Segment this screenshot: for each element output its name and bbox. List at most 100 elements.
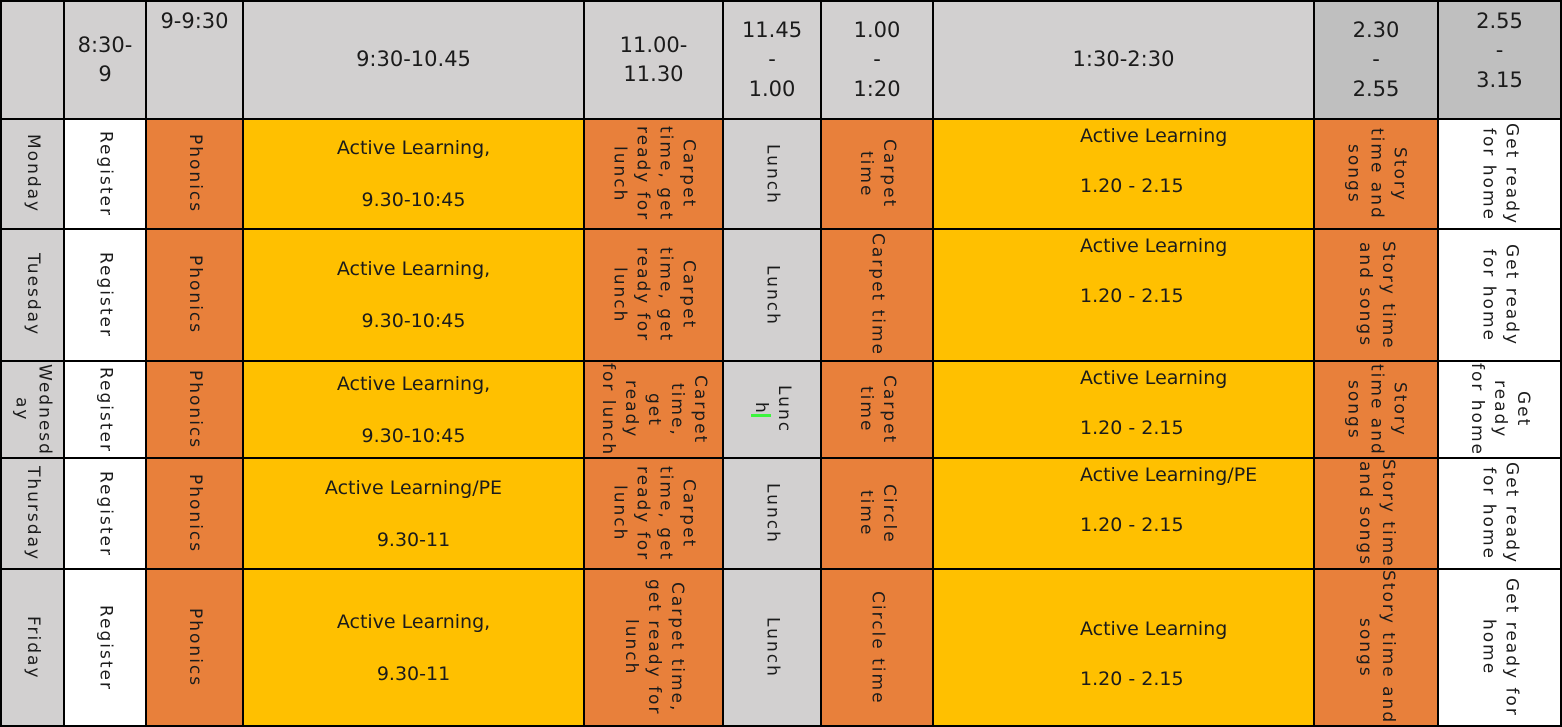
friday-story-time-cell: Story time and songs xyxy=(1315,570,1437,725)
wednesday-pm-title: Active Learning xyxy=(1080,367,1228,389)
friday-register-cell: Register xyxy=(65,570,145,725)
thursday-carpet-lunch-cell: Carpet time, get ready for lunch xyxy=(585,459,722,568)
friday-home-cell: Get ready for home xyxy=(1439,570,1560,725)
tuesday-phonics-cell: Phonics xyxy=(147,230,242,360)
tuesday-story-time-label: Story time and songs xyxy=(1355,240,1398,350)
wednesday-carpet-time-cell: Carpet time xyxy=(822,362,932,457)
wednesday-story-time-cell: Story time and songs xyxy=(1315,362,1437,457)
header-blank xyxy=(2,2,63,118)
wednesday-carpet-time-label: Carpet time xyxy=(856,374,899,445)
thursday-story-time-cell: Story time and songs xyxy=(1315,459,1437,568)
header-2-55-3-15: 2.55 - 3.15 xyxy=(1439,2,1560,118)
wednesday-carpet-lunch-label: Carpet time, get ready for lunch xyxy=(598,362,710,457)
thursday-home-cell: Get ready for home xyxy=(1439,459,1560,568)
thursday-pm-title: Active Learning/PE xyxy=(1080,464,1258,486)
monday-active-learning-pm-cell: Active Learning 1.20 - 2.15 xyxy=(934,120,1313,228)
tuesday-active-learning-am-cell: Active Learning, 9.30-10:45 xyxy=(244,230,583,360)
monday-active-learning-am-cell: Active Learning, 9.30-10:45 xyxy=(244,120,583,228)
friday-active-learning-pm-cell: Active Learning 1.20 - 2.15 xyxy=(934,570,1313,725)
monday-day-label: Monday xyxy=(22,134,43,214)
thursday-phonics-cell: Phonics xyxy=(147,459,242,568)
tuesday-phonics-label: Phonics xyxy=(184,255,205,335)
wednesday-lunch-part1: Lunc xyxy=(773,385,794,434)
monday-day-cell: Monday xyxy=(2,120,63,228)
thursday-story-time-label: Story time and songs xyxy=(1355,459,1398,568)
wednesday-active-learning-am-cell: Active Learning, 9.30-10:45 xyxy=(244,362,583,457)
monday-home-label: Get ready for home xyxy=(1478,122,1522,226)
tuesday-am-title: Active Learning, xyxy=(336,258,491,280)
thursday-active-learning-pm-cell: Active Learning/PE 1.20 - 2.15 xyxy=(934,459,1313,568)
tuesday-carpet-time-cell: Carpet time xyxy=(822,230,932,360)
friday-phonics-label: Phonics xyxy=(184,607,205,688)
tuesday-carpet-time-label: Carpet time xyxy=(867,233,888,357)
tuesday-active-learning-pm-cell: Active Learning 1.20 - 2.15 xyxy=(934,230,1313,360)
tuesday-home-cell: Get ready for home xyxy=(1439,230,1560,360)
thursday-lunch-cell: Lunch xyxy=(724,459,820,568)
friday-lunch-label: Lunch xyxy=(762,617,783,678)
friday-am-title: Active Learning, xyxy=(336,610,491,633)
friday-carpet-lunch-label: Carpet time, get ready for lunch xyxy=(621,579,687,716)
monday-carpet-lunch-cell: Carpet time, get ready for lunch xyxy=(585,120,722,228)
friday-register-label: Register xyxy=(95,604,116,691)
tuesday-day-cell: Tuesday xyxy=(2,230,63,360)
friday-phonics-cell: Phonics xyxy=(147,570,242,725)
tuesday-lunch-cell: Lunch xyxy=(724,230,820,360)
tuesday-day-label: Tuesday xyxy=(22,253,43,337)
monday-phonics-label: Phonics xyxy=(184,134,205,214)
wednesday-lunch-part2-grammar-mark: h xyxy=(751,401,771,418)
friday-circle-time-cell: Circle time xyxy=(822,570,932,725)
header-11-00-11-30: 11.00- 11.30 xyxy=(585,2,722,118)
wednesday-am-title: Active Learning, xyxy=(336,372,491,395)
header-9-30-10-45: 9:30-10.45 xyxy=(244,2,583,118)
tuesday-lunch-label: Lunch xyxy=(762,264,783,326)
wednesday-carpet-lunch-cell: Carpet time, get ready for lunch xyxy=(585,362,722,457)
wednesday-register-label: Register xyxy=(95,366,116,453)
friday-story-time-label: Story time and songs xyxy=(1355,570,1398,725)
thursday-home-label: Get ready for home xyxy=(1478,462,1522,565)
wednesday-pm-time: 1.20 - 2.15 xyxy=(1080,417,1184,439)
monday-pm-time: 1.20 - 2.15 xyxy=(1080,175,1184,197)
friday-carpet-lunch-cell: Carpet time, get ready for lunch xyxy=(585,570,722,725)
tuesday-carpet-lunch-cell: Carpet time, get ready for lunch xyxy=(585,230,722,360)
tuesday-am-time: 9.30-10:45 xyxy=(361,310,466,332)
monday-carpet-time-label: Carpet time xyxy=(856,139,899,209)
thursday-lunch-label: Lunch xyxy=(762,483,783,544)
thursday-carpet-lunch-label: Carpet time, get ready for lunch xyxy=(609,465,699,562)
thursday-pm-time: 1.20 - 2.15 xyxy=(1080,514,1184,536)
thursday-register-cell: Register xyxy=(65,459,145,568)
friday-day-label: Friday xyxy=(22,615,43,680)
friday-pm-title: Active Learning xyxy=(1080,618,1228,640)
tuesday-pm-time: 1.20 - 2.15 xyxy=(1080,285,1184,307)
thursday-active-learning-am-cell: Active Learning/PE 9.30-11 xyxy=(244,459,583,568)
thursday-circle-time-label: Circle time xyxy=(856,483,899,544)
thursday-register-label: Register xyxy=(95,470,116,557)
header-8-30-9: 8:30- 9 xyxy=(65,2,145,118)
wednesday-phonics-label: Phonics xyxy=(184,369,205,450)
wednesday-story-time-label: Story time and songs xyxy=(1343,363,1410,456)
monday-phonics-cell: Phonics xyxy=(147,120,242,228)
wednesday-am-time: 9.30-10:45 xyxy=(361,424,466,447)
monday-lunch-label: Lunch xyxy=(762,143,783,205)
friday-active-learning-am-cell: Active Learning, 9.30-11 xyxy=(244,570,583,725)
thursday-day-label: Thursday xyxy=(22,465,43,562)
monday-register-label: Register xyxy=(95,131,116,217)
friday-home-label: Get ready for home xyxy=(1478,578,1522,717)
wednesday-phonics-cell: Phonics xyxy=(147,362,242,457)
wednesday-home-label: Get ready for home xyxy=(1467,363,1533,456)
tuesday-home-label: Get ready for home xyxy=(1478,243,1522,347)
wednesday-register-cell: Register xyxy=(65,362,145,457)
monday-register-cell: Register xyxy=(65,120,145,228)
monday-lunch-cell: Lunch xyxy=(724,120,820,228)
wednesday-lunch-cell: Lunc h xyxy=(724,362,820,457)
wednesday-lunch-label: Lunc h xyxy=(749,362,795,457)
thursday-am-title: Active Learning/PE xyxy=(324,476,503,499)
thursday-circle-time-cell: Circle time xyxy=(822,459,932,568)
header-9-9-30: 9-9:30 xyxy=(147,2,242,118)
monday-am-time: 9.30-10:45 xyxy=(361,189,466,211)
tuesday-carpet-lunch-label: Carpet time, get ready for lunch xyxy=(609,247,699,343)
tuesday-register-label: Register xyxy=(95,252,116,338)
thursday-am-time: 9.30-11 xyxy=(376,528,451,551)
header-2-30-2-55: 2.30 - 2.55 xyxy=(1315,2,1437,118)
header-11-45-1-00: 11.45 - 1.00 xyxy=(724,2,820,118)
